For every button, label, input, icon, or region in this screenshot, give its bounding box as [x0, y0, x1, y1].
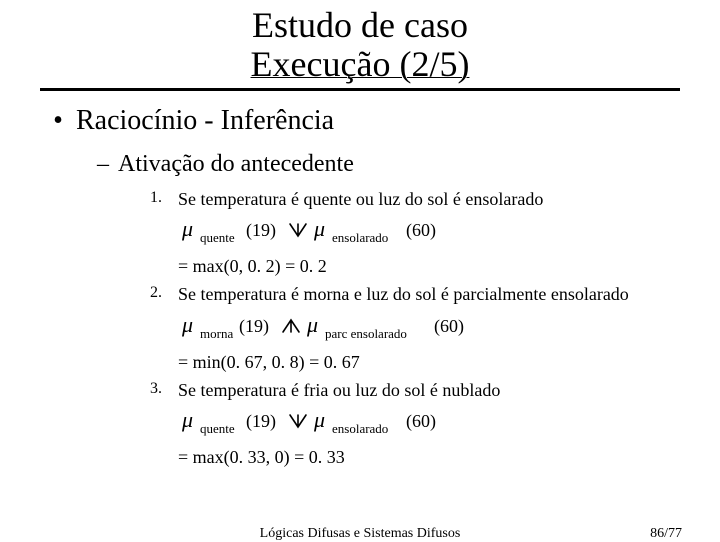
svg-text:μ: μ — [181, 407, 193, 432]
result-text: = max(0, 0. 2) = 0. 2 — [178, 256, 680, 277]
svg-text:(60): (60) — [406, 411, 436, 432]
svg-text:μ: μ — [181, 216, 193, 241]
result-text: = min(0. 67, 0. 8) = 0. 67 — [178, 352, 680, 373]
dash-bullet: – — [88, 151, 118, 178]
item-number: 3. — [150, 379, 178, 398]
list-item: 2.Se temperatura é morna e luz do sol é … — [150, 283, 680, 373]
bullet-level-1: •Raciocínio - Inferência — [40, 105, 680, 137]
svg-text:(60): (60) — [434, 316, 464, 337]
bullet-level-2: –Ativação do antecedente — [88, 151, 680, 178]
item-number: 2. — [150, 283, 178, 302]
item-number: 1. — [150, 188, 178, 207]
list-item: 3.Se temperatura é fria ou luz do sol é … — [150, 379, 680, 469]
svg-text:(19): (19) — [246, 411, 276, 432]
svg-text:(19): (19) — [246, 220, 276, 241]
svg-text:(19): (19) — [239, 316, 269, 337]
level2-text: Ativação do antecedente — [118, 151, 354, 177]
svg-text:(60): (60) — [406, 220, 436, 241]
formula-row: μmorna(19)μparc ensolarado(60) — [178, 312, 680, 344]
svg-text:quente: quente — [200, 421, 235, 436]
bullet-dot: • — [40, 105, 76, 137]
item-text: Se temperatura é fria ou luz do sol é nu… — [178, 379, 500, 402]
svg-text:morna: morna — [200, 326, 233, 341]
membership-formula: μquente(19)μensolarado(60) — [178, 407, 446, 439]
slide-title: Estudo de caso Execução (2/5) — [0, 0, 720, 91]
list-item: 1.Se temperatura é quente ou luz do sol … — [150, 188, 680, 278]
numbered-list: 1.Se temperatura é quente ou luz do sol … — [150, 188, 680, 469]
item-text: Se temperatura é morna e luz do sol é pa… — [178, 283, 629, 306]
item-header-row: 3.Se temperatura é fria ou luz do sol é … — [150, 379, 680, 402]
svg-text:ensolarado: ensolarado — [332, 230, 388, 245]
svg-text:ensolarado: ensolarado — [332, 421, 388, 436]
svg-text:parc ensolarado: parc ensolarado — [325, 326, 407, 341]
svg-text:μ: μ — [181, 312, 193, 337]
svg-text:μ: μ — [306, 312, 318, 337]
level1-text: Raciocínio - Inferência — [76, 105, 334, 136]
item-header-row: 2.Se temperatura é morna e luz do sol é … — [150, 283, 680, 306]
formula-row: μquente(19)μensolarado(60) — [178, 407, 680, 439]
title-line-1: Estudo de caso — [0, 6, 720, 45]
item-text: Se temperatura é quente ou luz do sol é … — [178, 188, 543, 211]
item-header-row: 1.Se temperatura é quente ou luz do sol … — [150, 188, 680, 211]
title-line-2: Execução (2/5) — [0, 45, 720, 84]
svg-text:μ: μ — [313, 407, 325, 432]
result-text: = max(0. 33, 0) = 0. 33 — [178, 447, 680, 468]
content-area: •Raciocínio - Inferência –Ativação do an… — [0, 91, 720, 469]
svg-text:μ: μ — [313, 216, 325, 241]
svg-text:quente: quente — [200, 230, 235, 245]
formula-row: μquente(19)μensolarado(60) — [178, 216, 680, 248]
membership-formula: μmorna(19)μparc ensolarado(60) — [178, 312, 474, 344]
membership-formula: μquente(19)μensolarado(60) — [178, 216, 446, 248]
